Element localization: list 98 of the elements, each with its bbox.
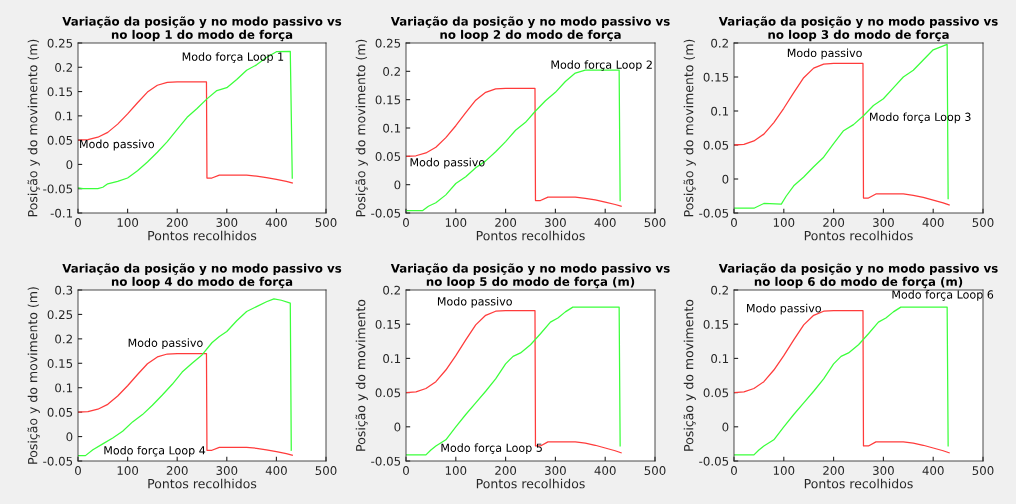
x-axis-title: Pontos recolhidos [476,230,585,241]
y-tick-label: 0.1 [711,106,729,116]
x-tick-label: 0 [403,218,409,227]
x-axis-title: Pontos recolhidos [148,478,257,489]
y-tick-label: -0.05 [371,208,401,218]
x-tick-label: 300 [216,218,238,227]
x-tick-label: 200 [823,466,845,475]
x-axis-title: Pontos recolhidos [804,230,913,241]
y-axis-title: Posição y do movimento (m) [683,39,696,217]
x-tick-label: 200 [495,218,517,227]
y-tick-label: 0.15 [47,359,73,368]
series-label: Modo força Loop 4 [104,445,206,457]
x-tick-label: 500 [315,218,337,227]
x-tick-label: 500 [315,466,337,475]
y-tick-label: 0.05 [703,388,729,398]
series-label: Modo passivo [747,303,822,315]
x-axis-title: Pontos recolhidos [148,230,257,241]
x-axis-title: Pontos recolhidos [476,478,585,489]
y-tick-label: -0.05 [43,456,73,466]
x-tick-label: 300 [545,466,566,475]
line-series [78,352,293,456]
y-tick-label: 0.05 [375,388,401,398]
line-series [78,298,292,457]
y-tick-label: 0.05 [703,140,729,150]
y-tick-label: 0.1 [383,354,401,364]
y-tick-label: 0 [394,180,401,190]
series-label: Modo passivo [437,296,512,308]
y-tick-label: 0.2 [55,334,72,344]
x-tick-label: 200 [166,466,188,475]
x-tick-label: 300 [216,466,238,475]
x-tick-label: 200 [166,218,188,227]
x-tick-label: 100 [445,466,467,475]
y-tick-label: 0.1 [55,111,73,121]
y-axis-title: Posição y do movimento [355,299,368,451]
series-label: Modo força Loop 5 [441,443,542,455]
x-tick-label: 200 [495,466,517,475]
series-label: Modo força Loop 2 [551,60,652,71]
y-tick-label: 0.1 [711,354,729,364]
line-series [406,69,621,212]
x-tick-label: 400 [594,218,616,227]
y-axis-title: Posição y do movimento (m) [355,39,368,217]
series-label: Modo força Loop 6 [892,290,994,301]
x-tick-label: 200 [823,218,845,227]
line-series [406,87,622,207]
x-tick-label: 100 [773,218,795,227]
x-tick-label: 0 [731,218,737,227]
y-tick-label: -0.05 [43,184,73,194]
y-axis-title: Posição y do movimento [683,299,696,451]
y-tick-label: 0.25 [47,310,73,320]
y-tick-label: 0.15 [375,319,401,329]
x-tick-label: 500 [972,218,994,227]
y-axis-title: Posição y do movimento (m) [27,287,40,464]
x-tick-label: 500 [644,218,666,227]
x-tick-label: 300 [545,218,566,227]
x-tick-label: 400 [922,218,944,227]
x-tick-label: 400 [265,218,287,227]
series-label: Modo passivo [787,48,862,60]
x-tick-label: 100 [117,466,139,475]
x-tick-label: 500 [644,466,666,475]
y-tick-label: 0.1 [383,123,401,133]
y-tick-label: 0.15 [703,72,729,82]
y-tick-label: -0.05 [699,456,729,466]
y-tick-label: 0.2 [55,63,72,72]
y-tick-label: -0.05 [371,456,401,466]
y-tick-label: 0.05 [375,152,401,161]
x-tick-label: 100 [117,218,139,227]
series-label: Modo passivo [128,338,203,350]
x-tick-label: 0 [403,466,409,475]
series-label: Modo passivo [80,139,155,151]
x-tick-label: 0 [75,466,81,475]
y-tick-label: 0 [66,432,73,442]
y-tick-label: 0 [722,422,729,432]
y-tick-label: 0 [722,174,729,184]
y-tick-label: -0.1 [50,208,73,218]
x-tick-label: 400 [922,466,944,475]
y-tick-label: 0.05 [47,135,73,145]
x-tick-label: 300 [873,466,894,475]
y-axis-title: Posição y do movimento (m) [27,39,40,217]
line-series [78,81,293,184]
x-axis-title: Pontos recolhidos [804,478,913,489]
y-tick-label: 0 [394,422,401,432]
line-series [78,50,293,190]
y-tick-label: 0.1 [55,383,73,393]
y-tick-label: 0 [66,160,73,170]
y-tick-label: 0.2 [383,67,400,76]
y-tick-label: 0.05 [47,407,73,417]
x-tick-label: 100 [445,218,467,227]
x-tick-label: 500 [972,466,994,475]
x-tick-label: 400 [594,466,616,475]
x-tick-label: 100 [773,466,795,475]
y-tick-label: -0.05 [699,208,729,218]
x-tick-label: 0 [75,218,81,227]
y-tick-label: 0.15 [375,95,401,105]
x-tick-label: 300 [873,218,894,227]
x-tick-label: 400 [265,466,287,475]
y-tick-label: 0.15 [47,87,73,97]
y-tick-label: 0.15 [703,319,729,329]
x-tick-label: 0 [731,466,737,475]
